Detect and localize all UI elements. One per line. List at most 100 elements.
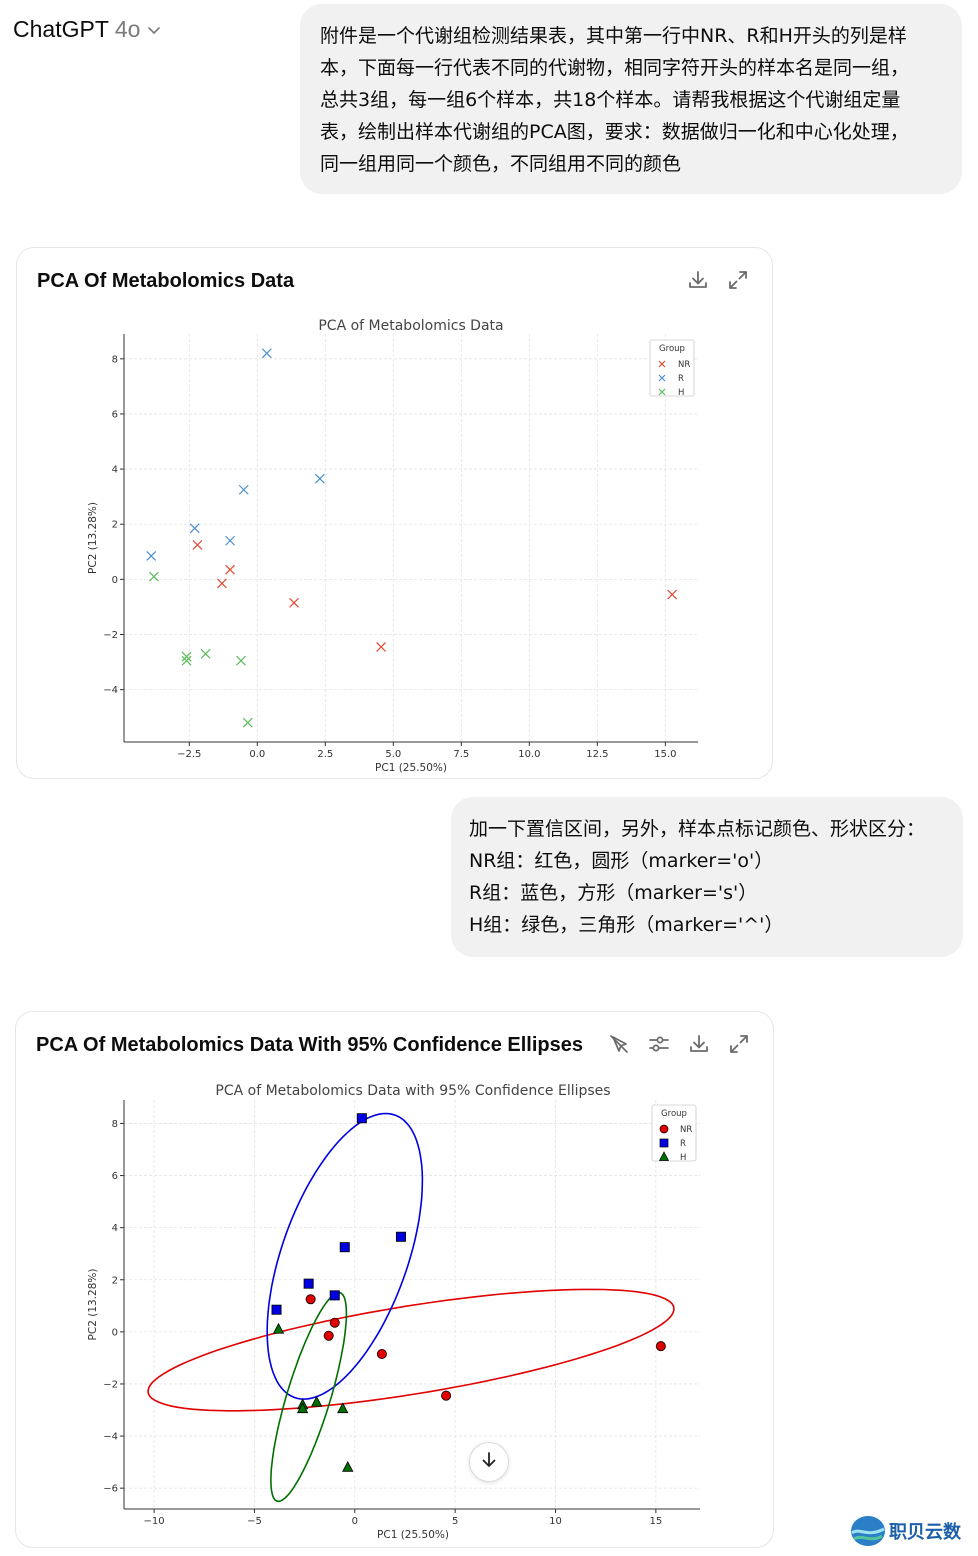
y-tick-label: 8 bbox=[112, 354, 118, 365]
legend-marker bbox=[658, 388, 666, 396]
chart-card-2: PCA Of Metabolomics Data With 95% Confid… bbox=[15, 1011, 774, 1548]
expand-icon[interactable] bbox=[726, 268, 750, 292]
y-tick-label: −4 bbox=[103, 1432, 118, 1443]
data-point-nr bbox=[289, 597, 299, 608]
scroll-down-button[interactable] bbox=[469, 1442, 509, 1482]
message-line: 同一组用同一个颜色，不同组用不同的颜色 bbox=[320, 153, 682, 175]
legend-box bbox=[649, 339, 695, 397]
x-tick-label: −10 bbox=[144, 1516, 165, 1527]
legend-label: H bbox=[678, 388, 684, 398]
data-point-nr bbox=[305, 1294, 316, 1305]
data-point-h bbox=[242, 717, 253, 728]
data-point-h bbox=[181, 655, 192, 666]
data-point-h bbox=[181, 651, 192, 662]
x-tick-label: −2.5 bbox=[177, 749, 201, 760]
y-tick-label: 4 bbox=[112, 465, 118, 476]
data-point-r bbox=[314, 473, 325, 484]
arrow-down-icon bbox=[479, 1450, 499, 1475]
x-axis-label: PC1 (25.50%) bbox=[375, 762, 447, 774]
data-point-r bbox=[238, 484, 249, 495]
user-message-1: 附件是一个代谢组检测结果表，其中第一行中NR、R和H开头的列是样 本，下面每一行… bbox=[300, 4, 962, 194]
y-tick-label: −6 bbox=[103, 1484, 118, 1495]
legend-marker bbox=[658, 360, 666, 368]
watermark-globe-icon bbox=[851, 1516, 885, 1546]
y-tick-label: 4 bbox=[112, 1223, 118, 1234]
x-tick-label: 0.0 bbox=[249, 749, 265, 760]
legend-marker bbox=[659, 1138, 669, 1148]
x-tick-label: 10 bbox=[549, 1516, 562, 1527]
chart-card-actions bbox=[607, 1032, 751, 1056]
data-point-r bbox=[329, 1290, 340, 1301]
data-point-h bbox=[337, 1402, 349, 1414]
x-tick-label: 12.5 bbox=[586, 749, 608, 760]
expand-icon[interactable] bbox=[727, 1032, 751, 1056]
data-point-nr bbox=[667, 589, 678, 600]
settings-sliders-icon[interactable] bbox=[647, 1032, 671, 1056]
data-point-r bbox=[225, 535, 236, 546]
y-tick-label: 6 bbox=[112, 1171, 118, 1182]
legend-marker bbox=[658, 1151, 670, 1161]
x-axis-label: PC1 (25.50%) bbox=[377, 1529, 449, 1541]
data-point-nr bbox=[323, 1330, 334, 1341]
chart-card-title: PCA Of Metabolomics Data bbox=[37, 270, 295, 292]
confidence-ellipse-nr bbox=[147, 1288, 675, 1412]
data-point-r bbox=[395, 1231, 406, 1242]
x-tick-label: 10.0 bbox=[518, 749, 540, 760]
data-point-h bbox=[200, 648, 211, 659]
pca-ellipse-chart: −10 −5 0 5 10 15 −6 −4 −2 0 2 4 6 8 PCA of Metabolomic… bbox=[87, 1083, 700, 1541]
legend-label: H bbox=[680, 1153, 686, 1163]
model-switcher[interactable]: ChatGPT 4o bbox=[13, 16, 162, 43]
x-tick-label: 15 bbox=[649, 1516, 662, 1527]
model-version: 4o bbox=[114, 16, 141, 42]
y-tick-label: 2 bbox=[112, 520, 118, 531]
x-tick-label: −5 bbox=[247, 1516, 262, 1527]
data-point-r bbox=[356, 1113, 367, 1124]
y-axis-label: PC2 (13.28%) bbox=[87, 502, 99, 574]
legend-label: NR bbox=[678, 360, 690, 370]
chart-card-1: PCA Of Metabolomics Data −2.5 0.0 2.5 5.0 7.… bbox=[16, 247, 773, 779]
y-tick-label: −2 bbox=[103, 630, 118, 641]
message-line: R组：蓝色，方形（marker='s'） bbox=[469, 882, 758, 904]
y-tick-label: 0 bbox=[112, 1327, 118, 1338]
chevron-down-icon bbox=[146, 22, 162, 38]
data-point-h bbox=[236, 655, 246, 666]
data-point-r bbox=[339, 1242, 350, 1253]
data-point-nr bbox=[217, 578, 227, 589]
x-tick-label: 0 bbox=[352, 1516, 358, 1527]
x-tick-label: 15.0 bbox=[654, 749, 676, 760]
chart-title: PCA of Metabolomics Data bbox=[318, 318, 503, 334]
watermark-text: 职贝云数 bbox=[889, 1522, 961, 1543]
x-tick-label: 7.5 bbox=[453, 749, 469, 760]
data-point-nr bbox=[225, 564, 236, 575]
y-tick-label: 2 bbox=[112, 1275, 118, 1286]
data-point-h bbox=[148, 571, 159, 582]
data-point-nr bbox=[655, 1341, 666, 1352]
download-icon[interactable] bbox=[687, 1032, 711, 1056]
legend-label: R bbox=[678, 374, 684, 384]
message-line: 表，绘制出样本代谢组的PCA图，要求：数据做归一化和中心化处理， bbox=[320, 121, 909, 143]
pca-scatter-chart: −2.5 0.0 2.5 5.0 7.5 10.0 12.5 15.0 −4 −2 0 2 4 6 8 PCA… bbox=[87, 318, 698, 774]
message-line: 总共3组，每一组6个样本，共18个样本。请帮我根据这个代谢组定量 bbox=[320, 89, 901, 111]
legend-label: R bbox=[680, 1139, 686, 1149]
x-tick-label: 5 bbox=[452, 1516, 458, 1527]
data-point-h bbox=[272, 1322, 285, 1334]
chart-card-title: PCA Of Metabolomics Data With 95% Confid… bbox=[36, 1034, 583, 1056]
y-tick-label: 8 bbox=[112, 1119, 118, 1130]
confidence-ellipse-r bbox=[266, 1112, 424, 1400]
data-point-r bbox=[303, 1278, 314, 1289]
message-line: H组：绿色，三角形（marker='^'） bbox=[469, 914, 784, 936]
message-line: 附件是一个代谢组检测结果表，其中第一行中NR、R和H开头的列是样 bbox=[320, 25, 907, 47]
y-tick-label: −2 bbox=[103, 1379, 118, 1390]
chart-card-actions bbox=[686, 268, 750, 292]
data-point-h bbox=[311, 1395, 323, 1407]
chart-title: PCA of Metabolomics Data with 95% Confid… bbox=[215, 1083, 610, 1099]
data-point-nr bbox=[376, 1348, 387, 1359]
download-icon[interactable] bbox=[686, 268, 710, 292]
interactive-off-icon[interactable] bbox=[607, 1032, 631, 1056]
data-point-r bbox=[146, 550, 157, 561]
y-tick-label: 0 bbox=[112, 575, 118, 586]
message-line: 加一下置信区间，另外，样本点标记颜色、形状区分： bbox=[469, 818, 926, 840]
watermark-logo: 职贝云数 bbox=[849, 1514, 961, 1548]
data-point-nr bbox=[329, 1317, 340, 1328]
data-point-h bbox=[342, 1460, 354, 1472]
